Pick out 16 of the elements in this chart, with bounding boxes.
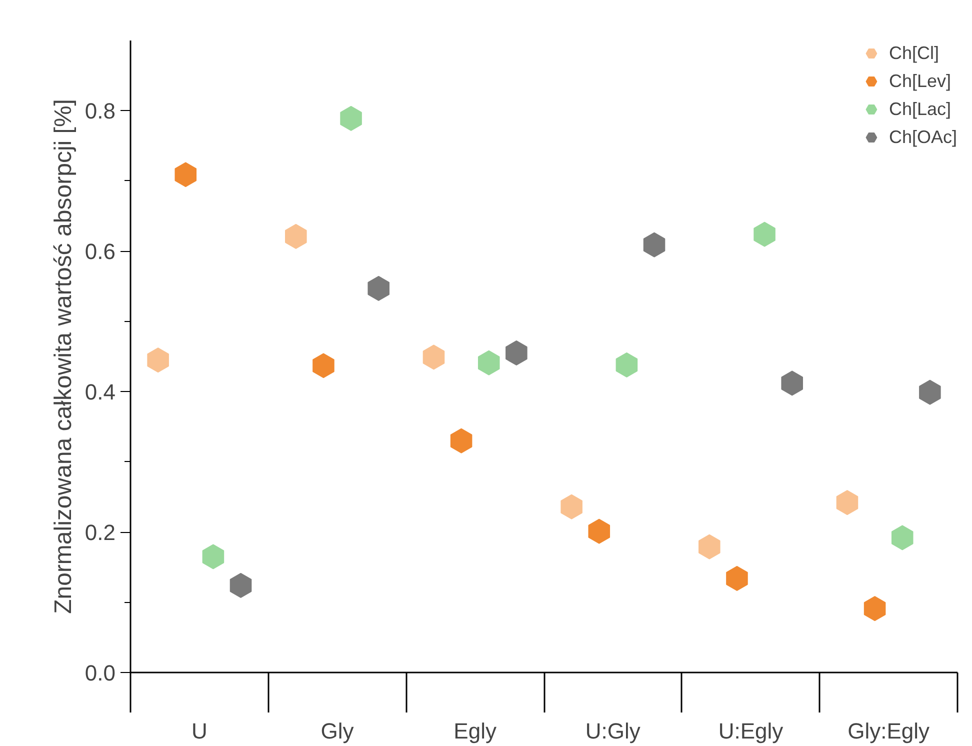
legend-label: Ch[Lev] (888, 70, 952, 92)
y-axis-title: Znormalizowana całkowita wartość absorpcji [%] (50, 99, 77, 614)
x-tick-label: U:Gly (585, 718, 640, 744)
x-tick-label: U (191, 718, 208, 744)
y-tick-label: 0.6 (84, 239, 116, 264)
y-tick-label: 0.0 (84, 660, 116, 686)
x-tick-label: Gly:Egly (848, 718, 930, 744)
x-tick-label: U:Egly (718, 718, 784, 744)
y-tick-label: 0.8 (84, 98, 116, 124)
legend-label: Ch[OAc] (888, 126, 957, 148)
y-tick-label: 0.2 (84, 520, 116, 546)
legend-label: Ch[Cl] (888, 42, 939, 64)
x-tick-label: Gly (320, 718, 354, 744)
y-tick-label: 0.4 (84, 380, 116, 405)
x-tick-label: Egly (454, 718, 496, 744)
legend-label: Ch[Lac] (888, 98, 952, 120)
